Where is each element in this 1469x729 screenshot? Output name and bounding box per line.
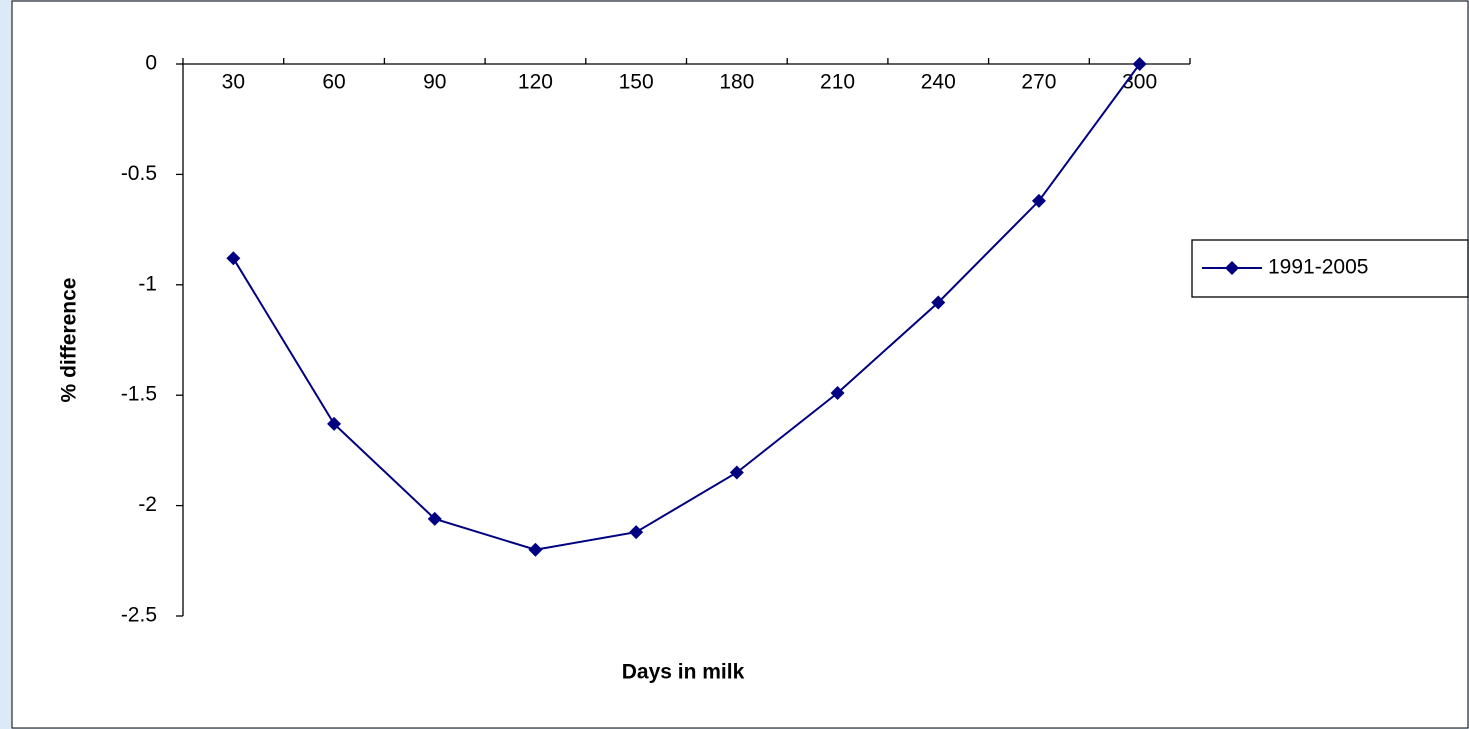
data-point (1031, 193, 1046, 208)
x-tick-label: 240 (921, 71, 956, 94)
x-tick-label: 180 (719, 71, 754, 94)
y-tick-label: -2.5 (121, 604, 157, 627)
data-point (729, 465, 744, 480)
data-point (931, 295, 946, 310)
legend-marker (1225, 261, 1239, 275)
x-tick-label: 60 (322, 71, 345, 94)
y-tick-label: -1 (138, 272, 157, 295)
series-line (232, 63, 1141, 551)
x-tick-label: 270 (1021, 71, 1056, 94)
data-point (1132, 57, 1147, 71)
data-point (528, 542, 543, 557)
y-tick-label: 0 (145, 52, 157, 75)
x-tick-label: 120 (518, 71, 553, 94)
data-point (327, 416, 342, 431)
data-point (427, 511, 442, 526)
legend-label: 1991-2005 (1268, 256, 1368, 279)
chart-area (11, 0, 1469, 729)
y-axis-title: % difference (58, 278, 81, 403)
data-point (226, 251, 241, 266)
x-tick-label: 210 (820, 71, 855, 94)
data-point (830, 385, 845, 400)
y-tick-label: -0.5 (121, 162, 157, 185)
x-tick-label: 90 (423, 71, 446, 94)
x-tick-label: 150 (619, 71, 654, 94)
data-point (629, 525, 644, 540)
y-tick-label: -2 (138, 493, 157, 516)
x-axis-title: Days in milk (622, 661, 745, 684)
y-tick-label: -1.5 (121, 383, 157, 406)
x-tick-label: 30 (222, 71, 245, 94)
